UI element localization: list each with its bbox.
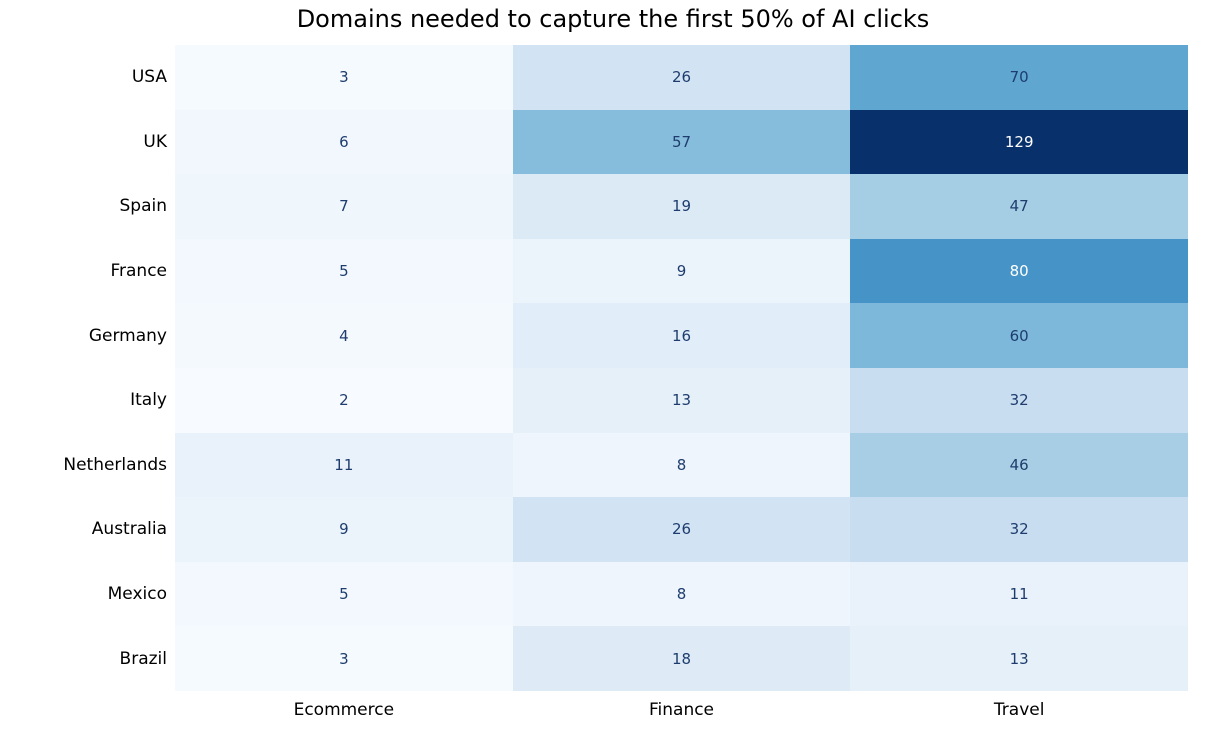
heatmap-cell: 18 bbox=[512, 626, 851, 691]
heatmap-cell: 46 bbox=[850, 432, 1189, 498]
heatmap-cell: 6 bbox=[175, 109, 513, 175]
row-label: UK bbox=[143, 131, 167, 152]
row-label: Italy bbox=[130, 390, 167, 411]
heatmap-cell: 80 bbox=[850, 238, 1189, 304]
heatmap-cell: 5 bbox=[175, 561, 513, 627]
heatmap-row: 4 16 60 bbox=[175, 303, 1189, 368]
heatmap-row: 2 13 32 bbox=[175, 367, 1189, 433]
heatmap-cell: 19 bbox=[512, 174, 851, 239]
heatmap-cell: 60 bbox=[850, 303, 1189, 368]
row-label: Spain bbox=[119, 196, 168, 217]
heatmap-row: 3 26 70 bbox=[175, 45, 1189, 110]
row-label: Australia bbox=[91, 519, 167, 540]
heatmap-row: 9 26 32 bbox=[175, 497, 1189, 562]
heatmap-cell: 3 bbox=[175, 45, 513, 110]
heatmap-cell: 16 bbox=[512, 303, 851, 368]
row-label: Mexico bbox=[107, 584, 167, 605]
heatmap-row: 5 9 80 bbox=[175, 238, 1189, 304]
heatmap-cell: 7 bbox=[175, 174, 513, 239]
heatmap-cell: 57 bbox=[512, 109, 851, 175]
heatmap-cell: 32 bbox=[850, 497, 1189, 562]
heatmap-row: 7 19 47 bbox=[175, 174, 1189, 239]
x-axis-labels: Ecommerce Finance Travel bbox=[175, 693, 1188, 727]
column-label: Ecommerce bbox=[293, 700, 395, 720]
heatmap-cell: 26 bbox=[512, 45, 851, 110]
row-label: Netherlands bbox=[63, 454, 167, 475]
heatmap-cell: 47 bbox=[850, 174, 1189, 239]
heatmap-cell: 32 bbox=[850, 367, 1189, 433]
heatmap-row: 11 8 46 bbox=[175, 432, 1189, 498]
heatmap-cell: 11 bbox=[850, 561, 1189, 627]
heatmap-row: 6 57 129 bbox=[175, 109, 1189, 175]
heatmap-cell: 26 bbox=[512, 497, 851, 562]
chart-title: Domains needed to capture the first 50% … bbox=[296, 5, 930, 33]
row-label: USA bbox=[131, 67, 167, 88]
heatmap-cell: 13 bbox=[512, 367, 851, 433]
heatmap-row: 5 8 11 bbox=[175, 561, 1189, 627]
heatmap-cell: 70 bbox=[850, 45, 1189, 110]
column-label: Travel bbox=[993, 700, 1045, 720]
y-axis-labels: USA UK Spain France Germany Italy Netherlands A… bbox=[0, 45, 167, 691]
column-label: Finance bbox=[648, 700, 715, 720]
heatmap-cell: 4 bbox=[175, 303, 513, 368]
heatmap-cell: 11 bbox=[175, 432, 513, 498]
heatmap-cell: 9 bbox=[175, 497, 513, 562]
heatmap-cell: 5 bbox=[175, 238, 513, 304]
heatmap-grid: 3 26 70 6 57 129 7 19 47 5 9 80 4 16 60 2 13 32 11 8 46 9 26 32… bbox=[175, 45, 1189, 691]
heatmap-cell: 8 bbox=[512, 432, 851, 498]
heatmap-row: 3 18 13 bbox=[175, 626, 1189, 691]
row-label: France bbox=[110, 261, 167, 282]
heatmap-cell: 13 bbox=[850, 626, 1189, 691]
heatmap-cell: 9 bbox=[512, 238, 851, 304]
heatmap-cell: 8 bbox=[512, 561, 851, 627]
heatmap-cell: 2 bbox=[175, 367, 513, 433]
row-label: Brazil bbox=[119, 648, 167, 669]
row-label: Germany bbox=[88, 325, 167, 346]
heatmap-cell: 129 bbox=[850, 109, 1189, 175]
heatmap-cell: 3 bbox=[175, 626, 513, 691]
